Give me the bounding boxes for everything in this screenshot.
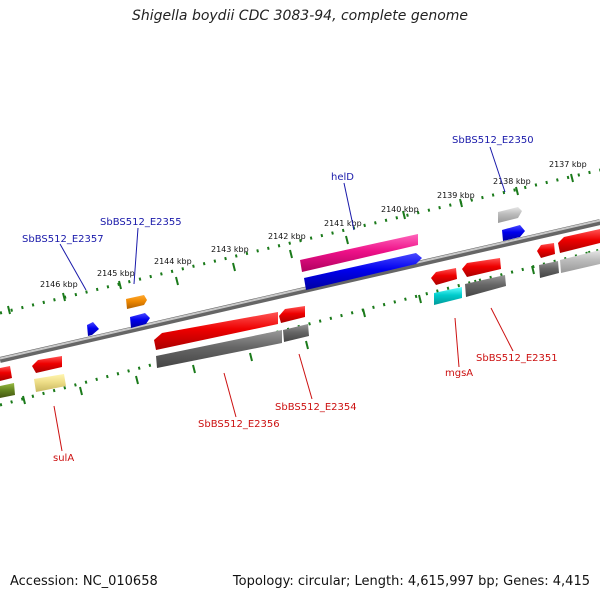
tick-mark bbox=[531, 265, 535, 275]
tick-mark bbox=[192, 364, 196, 374]
gene-feature bbox=[560, 250, 600, 273]
gene-feature-mgsA bbox=[434, 287, 462, 305]
gene-label: sulA bbox=[53, 453, 74, 464]
gene-feature bbox=[32, 356, 62, 373]
gene-feature-sulA bbox=[34, 374, 66, 392]
gene-feature-helD bbox=[300, 234, 418, 272]
tick-mark bbox=[135, 375, 139, 385]
tick-label: 2143 kbp bbox=[211, 245, 249, 254]
tick-mark bbox=[7, 305, 11, 315]
tick-mark bbox=[232, 262, 236, 272]
gene-label: mgsA bbox=[445, 368, 473, 379]
gene-label: SbBS512_E2355 bbox=[100, 217, 182, 228]
gene-label: SbBS512_E2350 bbox=[452, 135, 534, 146]
callout-line bbox=[133, 227, 139, 285]
tick-mark bbox=[22, 395, 26, 405]
reverse-callouts bbox=[53, 307, 514, 452]
gene-feature bbox=[465, 275, 506, 297]
tick-label: 2137 kbp bbox=[549, 160, 587, 169]
tick-label: 2142 kbp bbox=[268, 232, 306, 241]
gene-feature-SbBS512_E2351 bbox=[462, 258, 501, 277]
tick-mark bbox=[79, 386, 83, 396]
tick-mark bbox=[402, 210, 406, 220]
gene-label: SbBS512_E2351 bbox=[476, 353, 558, 364]
tick-mark bbox=[62, 292, 66, 302]
gene-feature bbox=[87, 322, 99, 336]
tick-mark bbox=[305, 340, 309, 350]
gene-feature bbox=[130, 313, 150, 328]
callout-line bbox=[298, 353, 313, 400]
tick-label: 2139 kbp bbox=[437, 191, 475, 200]
gene-feature bbox=[0, 366, 12, 381]
topology-text: Topology: circular; Length: 4,615,997 bp… bbox=[232, 574, 590, 589]
tick-mark bbox=[418, 294, 422, 304]
gene-feature bbox=[431, 268, 457, 285]
forward-callouts bbox=[59, 146, 506, 291]
callout-line bbox=[223, 372, 237, 418]
outer-ruler bbox=[0, 168, 600, 315]
gene-feature bbox=[502, 225, 525, 241]
gene-label: SbBS512_E2354 bbox=[275, 402, 357, 413]
gene-feature bbox=[156, 330, 282, 368]
callout-line bbox=[343, 182, 355, 231]
tick-mark bbox=[459, 198, 463, 208]
gene-feature bbox=[537, 243, 555, 258]
callout-line bbox=[53, 405, 63, 452]
tick-mark bbox=[249, 352, 253, 362]
gene-feature bbox=[0, 383, 15, 398]
forward-features bbox=[87, 207, 525, 336]
gene-label: SbBS512_E2356 bbox=[198, 419, 280, 430]
gene-feature-SbBS512_E2356 bbox=[154, 312, 278, 350]
gene-feature bbox=[558, 229, 600, 253]
tick-label: 2141 kbp bbox=[324, 219, 362, 228]
gene-feature bbox=[304, 253, 422, 290]
gene-label: helD bbox=[331, 172, 354, 183]
tick-label: 2144 kbp bbox=[154, 257, 192, 266]
gene-feature-SbBS512_E2350 bbox=[498, 207, 522, 223]
tick-mark bbox=[175, 276, 179, 286]
callout-line bbox=[59, 243, 87, 291]
tick-mark bbox=[345, 235, 349, 245]
tick-mark bbox=[289, 249, 293, 259]
gene-label: SbBS512_E2357 bbox=[22, 234, 104, 245]
callout-line bbox=[490, 307, 514, 352]
gene-feature-SbBS512_E2355 bbox=[126, 295, 147, 309]
page-title: Shigella boydii CDC 3083-94, complete ge… bbox=[131, 8, 469, 24]
tick-label: 2146 kbp bbox=[40, 280, 78, 289]
gene-feature bbox=[283, 324, 309, 342]
tick-mark bbox=[570, 173, 574, 183]
tick-label: 2140 kbp bbox=[381, 205, 419, 214]
tick-label: 2145 kbp bbox=[97, 269, 135, 278]
gene-feature bbox=[539, 261, 559, 278]
tick-label: 2138 kbp bbox=[493, 177, 531, 186]
outer-major-ticks bbox=[7, 173, 574, 315]
tick-mark bbox=[515, 186, 519, 196]
tick-mark bbox=[362, 308, 366, 318]
gene-feature-SbBS512_E2354 bbox=[279, 306, 305, 323]
tick-mark bbox=[118, 280, 122, 290]
reverse-features bbox=[0, 229, 600, 398]
callout-line bbox=[489, 146, 506, 193]
accession-text: Accession: NC_010658 bbox=[10, 574, 158, 589]
callout-line bbox=[454, 317, 460, 368]
